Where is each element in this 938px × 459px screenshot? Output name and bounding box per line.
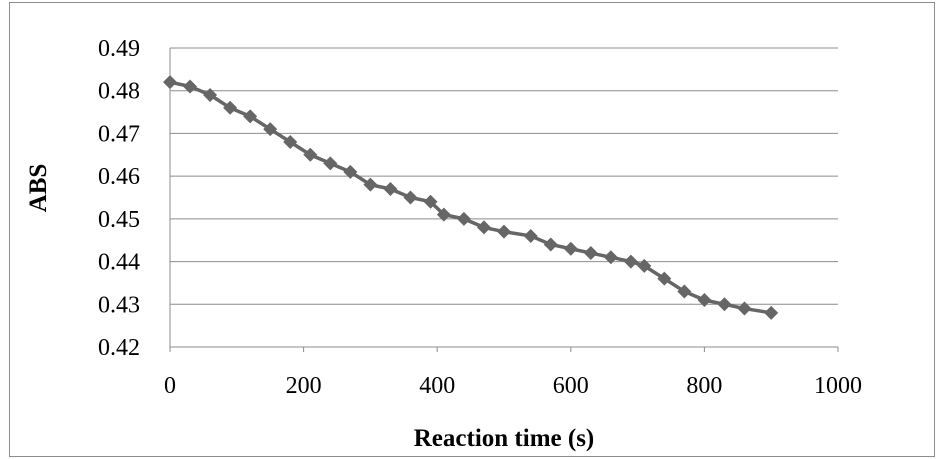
x-tick-labels: 0 200 400 600 800 1000 bbox=[164, 373, 862, 399]
data-point bbox=[657, 271, 672, 286]
data-point bbox=[697, 293, 712, 308]
data-point bbox=[583, 246, 598, 261]
x-tick-label: 600 bbox=[553, 373, 589, 399]
data-point bbox=[717, 297, 732, 312]
data-point bbox=[623, 254, 638, 269]
y-tick-label: 0.43 bbox=[98, 292, 140, 318]
data-point bbox=[456, 211, 471, 226]
data-point bbox=[243, 109, 258, 124]
data-point bbox=[223, 100, 238, 115]
series-line bbox=[169, 80, 772, 315]
data-point bbox=[163, 75, 177, 90]
y-tick-label: 0.45 bbox=[98, 207, 140, 233]
data-point bbox=[677, 284, 692, 299]
x-tick-label: 800 bbox=[686, 373, 722, 399]
data-point bbox=[263, 122, 278, 137]
y-tick-label: 0.42 bbox=[98, 335, 140, 361]
y-axis-title: ABS bbox=[25, 164, 52, 213]
x-axis-title: Reaction time (s) bbox=[414, 425, 595, 452]
data-point bbox=[383, 181, 398, 196]
data-point bbox=[363, 177, 378, 192]
data-point bbox=[403, 190, 418, 205]
data-point bbox=[303, 147, 318, 162]
x-tick-label: 1000 bbox=[814, 373, 862, 399]
data-point bbox=[637, 258, 652, 273]
x-tick-label: 0 bbox=[164, 373, 176, 399]
data-point bbox=[203, 87, 218, 102]
data-point bbox=[476, 220, 491, 235]
series-group bbox=[163, 75, 779, 320]
x-tick-label: 200 bbox=[286, 373, 322, 399]
axes bbox=[169, 48, 839, 352]
data-point bbox=[563, 241, 578, 256]
data-point bbox=[343, 164, 358, 179]
y-tick-label: 0.46 bbox=[98, 164, 140, 190]
y-tick-labels: 0.42 0.43 0.44 0.45 0.46 0.47 0.48 0.49 bbox=[98, 36, 140, 361]
y-tick-label: 0.47 bbox=[98, 121, 140, 147]
data-point bbox=[543, 237, 558, 252]
chart-frame bbox=[9, 2, 935, 457]
data-point bbox=[323, 156, 338, 171]
data-point bbox=[764, 305, 779, 320]
data-point bbox=[183, 79, 198, 94]
data-point bbox=[737, 301, 752, 316]
y-tick-label: 0.48 bbox=[98, 79, 140, 105]
data-point bbox=[436, 207, 451, 222]
data-point bbox=[603, 250, 618, 265]
gridlines bbox=[170, 47, 838, 305]
y-tick-label: 0.44 bbox=[98, 250, 140, 276]
data-point bbox=[523, 228, 538, 243]
data-point bbox=[283, 134, 298, 149]
data-point bbox=[497, 224, 511, 239]
y-tick-label: 0.49 bbox=[98, 36, 140, 62]
data-point bbox=[423, 194, 438, 209]
x-tick-label: 400 bbox=[419, 373, 455, 399]
